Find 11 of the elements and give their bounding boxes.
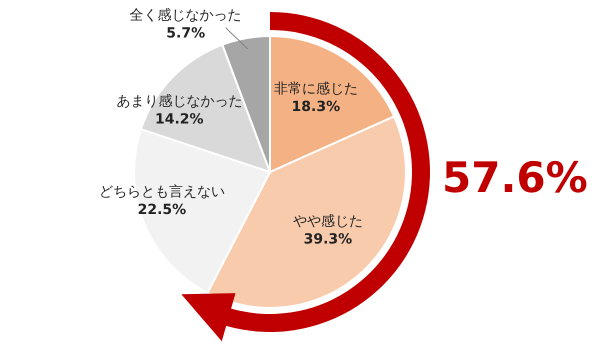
slice-label: 非常に感じた xyxy=(274,81,358,98)
data-label: 5.7% xyxy=(166,26,206,42)
data-label: 18.3% xyxy=(292,99,340,116)
slice-label: どちらとも言えない xyxy=(98,184,225,200)
slice-label: あまり感じなかった xyxy=(116,94,242,110)
data-label: 14.2% xyxy=(154,112,204,128)
slice-label: 全く感じなかった xyxy=(130,8,242,24)
slice-label: やや感じた xyxy=(292,213,363,230)
text: 57.6% xyxy=(442,153,588,202)
data-label: 39.3% xyxy=(304,231,352,248)
data-label: 22.5% xyxy=(138,202,186,218)
